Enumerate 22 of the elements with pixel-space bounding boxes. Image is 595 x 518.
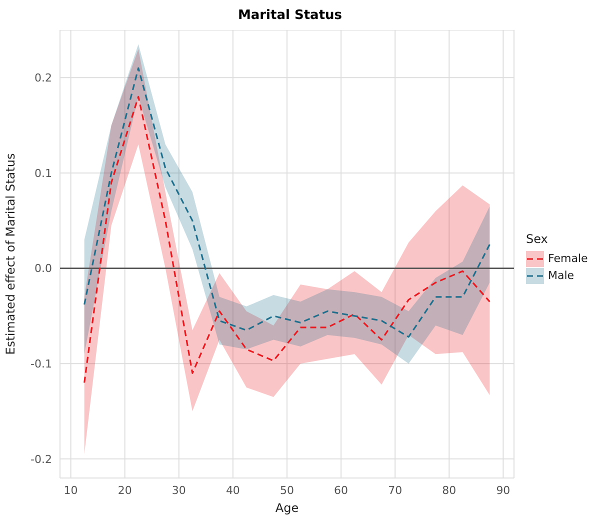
x-tick-label: 50 xyxy=(280,484,294,497)
y-tick-label: -0.2 xyxy=(30,452,52,466)
x-tick-label: 70 xyxy=(388,484,402,497)
x-tick-label: 60 xyxy=(334,484,348,497)
legend-label: Female xyxy=(548,252,588,265)
legend-label: Male xyxy=(548,269,574,282)
x-tick-label: 30 xyxy=(172,484,186,497)
line-series xyxy=(84,67,490,338)
y-tick-label: 0.1 xyxy=(34,166,52,180)
x-tick-label: 80 xyxy=(442,484,456,497)
y-tick-label: 0.0 xyxy=(34,262,52,276)
y-tick-label: 0.2 xyxy=(34,72,52,85)
y-tick-label: -0.1 xyxy=(30,358,52,371)
legend-title: Sex xyxy=(526,232,549,246)
x-tick-label: 20 xyxy=(118,484,132,497)
line-series xyxy=(84,96,490,384)
x-tick-label: 10 xyxy=(64,484,78,497)
chart-title: Marital Status xyxy=(236,8,344,23)
x-tick-label: 40 xyxy=(226,484,240,497)
x-tick-label: 90 xyxy=(496,484,510,497)
y-axis-title: Estimated effect of Marital Status xyxy=(3,153,18,355)
x-axis-title: Age xyxy=(275,501,299,515)
